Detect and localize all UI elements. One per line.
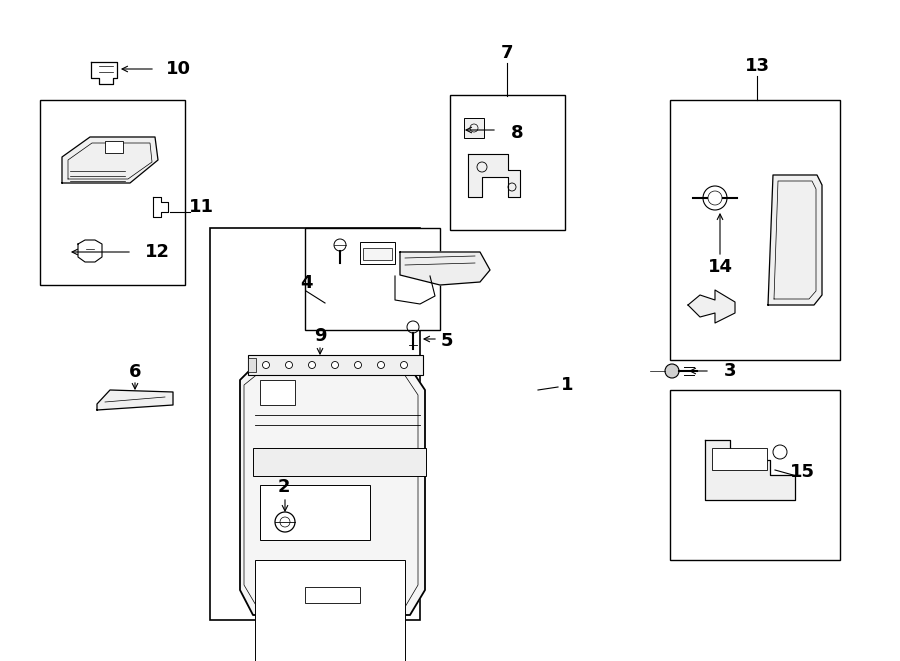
Bar — [210, 228, 420, 620]
Circle shape — [355, 362, 362, 368]
Bar — [360, 242, 395, 264]
Bar — [450, 95, 565, 230]
Circle shape — [285, 362, 292, 368]
Bar — [248, 358, 256, 372]
Text: 7: 7 — [500, 44, 513, 62]
Text: 10: 10 — [166, 60, 191, 78]
Bar — [712, 448, 767, 470]
Text: 5: 5 — [441, 332, 454, 350]
Bar — [670, 100, 840, 360]
Text: 3: 3 — [724, 362, 736, 380]
Bar — [260, 485, 370, 540]
Circle shape — [263, 362, 269, 368]
Polygon shape — [705, 440, 795, 500]
Text: 11: 11 — [188, 198, 213, 216]
Bar — [363, 248, 392, 260]
Bar — [253, 448, 426, 476]
Polygon shape — [688, 290, 735, 323]
Text: 14: 14 — [707, 258, 733, 276]
Bar — [248, 355, 423, 375]
Bar — [260, 380, 295, 405]
Text: 15: 15 — [789, 463, 814, 481]
Text: 8: 8 — [510, 124, 523, 142]
Bar — [305, 587, 360, 603]
Bar — [255, 560, 405, 661]
Bar — [105, 141, 123, 153]
Bar — [305, 228, 440, 330]
Circle shape — [331, 362, 338, 368]
Polygon shape — [62, 137, 158, 183]
Bar — [464, 118, 484, 138]
Polygon shape — [468, 154, 520, 197]
Text: 4: 4 — [300, 274, 312, 292]
Polygon shape — [768, 175, 822, 305]
Circle shape — [665, 364, 679, 378]
Text: 6: 6 — [129, 363, 141, 381]
Bar — [670, 390, 840, 560]
Text: 1: 1 — [561, 376, 573, 394]
Text: 13: 13 — [744, 57, 770, 75]
Polygon shape — [240, 360, 425, 615]
Circle shape — [309, 362, 316, 368]
Text: 9: 9 — [314, 327, 326, 345]
Polygon shape — [400, 252, 490, 285]
Text: 12: 12 — [145, 243, 169, 261]
Circle shape — [400, 362, 408, 368]
Text: 2: 2 — [278, 478, 290, 496]
Bar — [40, 100, 185, 285]
Polygon shape — [97, 390, 173, 410]
Circle shape — [377, 362, 384, 368]
